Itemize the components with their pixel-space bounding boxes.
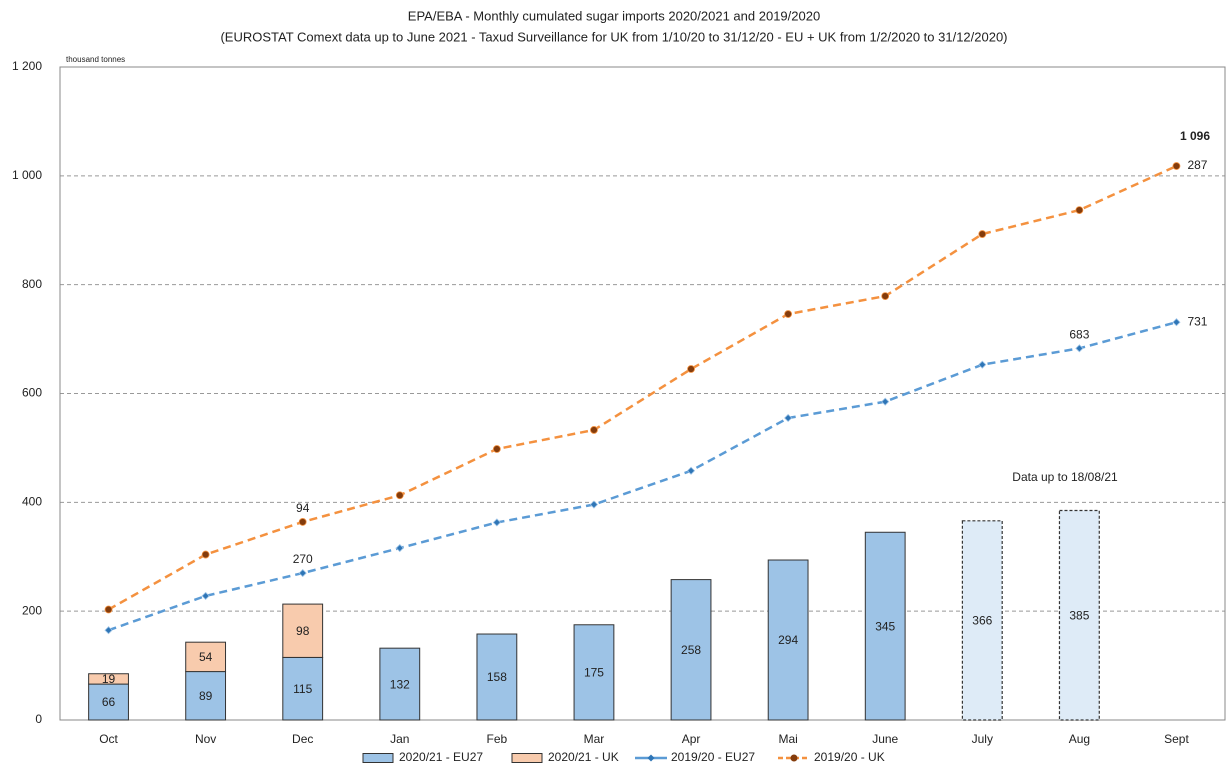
x-tick-label: Apr [682, 732, 701, 746]
x-tick-label: Feb [487, 732, 508, 746]
bar [573, 624, 615, 721]
bar [185, 671, 227, 721]
bar-value-label: 175 [584, 666, 604, 680]
bar [1058, 509, 1100, 721]
line-marker [881, 397, 890, 406]
x-tick-label: Nov [195, 732, 216, 746]
legend-label: 2019/20 - EU27 [671, 750, 755, 764]
line-marker [298, 518, 307, 526]
line-value-label: 731 [1187, 314, 1207, 328]
line-marker [686, 466, 696, 475]
annotation: Data up to 18/08/21 [1012, 470, 1118, 484]
bar-value-label: 258 [681, 643, 701, 657]
bar-value-label: 115 [293, 682, 312, 696]
x-tick-label: Aug [1069, 732, 1090, 746]
y-tick-label: 400 [22, 495, 42, 509]
line-marker [104, 626, 113, 635]
line-marker [104, 605, 113, 614]
line-marker [395, 543, 404, 553]
bar-value-label: 158 [487, 670, 507, 684]
line-marker [881, 292, 890, 300]
y-tick-label: 1 200 [12, 59, 42, 73]
chart-subtitle: (EUROSTAT Comext data up to June 2021 - … [220, 29, 1007, 44]
line-marker [978, 360, 987, 369]
bar-value-label: 54 [199, 650, 213, 664]
line-marker [784, 413, 793, 423]
y-tick-label: 600 [22, 386, 42, 400]
line-marker [492, 445, 501, 453]
bar [282, 603, 324, 658]
bar [88, 683, 129, 721]
line-marker [395, 491, 404, 500]
annotation: 1 096 [1180, 129, 1210, 143]
line-marker [978, 230, 987, 238]
line-marker [589, 500, 599, 509]
bar [864, 531, 906, 721]
x-tick-label: Oct [99, 732, 118, 746]
line-marker [201, 550, 210, 559]
legend-marker [790, 754, 798, 762]
line-marker [1075, 344, 1084, 353]
x-tick-label: Jan [390, 732, 409, 746]
y-tick-label: 800 [22, 277, 42, 291]
bar [282, 656, 324, 721]
line-marker [784, 310, 793, 318]
bar [379, 647, 421, 721]
line-marker [492, 518, 501, 527]
x-tick-label: Mar [584, 732, 605, 746]
line-marker [1172, 162, 1181, 170]
bar-value-label: 66 [102, 695, 116, 709]
x-tick-label: Mai [778, 732, 797, 746]
line-marker [201, 591, 210, 600]
y-tick-label: 1 000 [12, 168, 42, 182]
bar-value-label: 294 [778, 633, 798, 647]
bar-value-label: 19 [102, 672, 116, 686]
line-marker [298, 569, 307, 578]
line [107, 164, 1177, 611]
line-marker [590, 426, 598, 434]
line-marker [687, 365, 695, 373]
bar [185, 641, 227, 673]
legend-swatch [362, 753, 394, 763]
legend-swatch [511, 753, 543, 763]
bar [670, 579, 712, 721]
bar-value-label: 132 [390, 677, 410, 691]
bar-value-label: 385 [1069, 608, 1089, 622]
x-tick-label: July [972, 732, 993, 746]
bar [88, 673, 129, 685]
x-tick-label: June [872, 732, 898, 746]
line-value-label: 94 [296, 501, 310, 515]
bar-value-label: 89 [199, 689, 213, 703]
y-axis-label: thousand tonnes [66, 55, 125, 64]
bar [961, 520, 1003, 721]
line-marker [1075, 206, 1084, 215]
bar-value-label: 366 [972, 614, 992, 628]
legend-label: 2020/21 - UK [548, 750, 619, 764]
line-marker [1172, 318, 1181, 327]
legend-label: 2020/21 - EU27 [399, 750, 483, 764]
bar-value-label: 345 [875, 619, 895, 633]
bar [476, 633, 518, 721]
line [108, 321, 1177, 632]
plot-frame [59, 66, 1226, 721]
y-tick-label: 200 [22, 603, 42, 617]
x-tick-label: Sept [1164, 732, 1189, 746]
y-tick-label: 0 [35, 712, 42, 726]
bar [767, 559, 809, 721]
line-value-label: 287 [1187, 158, 1207, 172]
line-value-label: 683 [1069, 328, 1089, 342]
line-value-label: 270 [293, 552, 313, 566]
legend-label: 2019/20 - UK [814, 750, 885, 764]
chart-title: EPA/EBA - Monthly cumulated sugar import… [408, 8, 820, 23]
bar-value-label: 98 [296, 624, 310, 638]
legend-marker [647, 754, 655, 762]
x-tick-label: Dec [292, 732, 313, 746]
